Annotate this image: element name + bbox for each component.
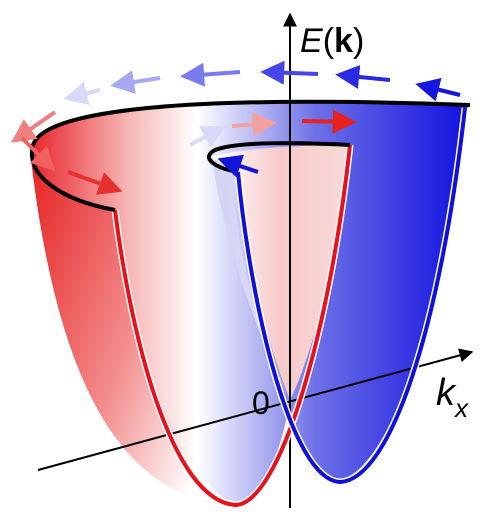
energy-axis-label: E(k) [300,22,364,60]
k-symbol: k [436,372,457,414]
origin-label: 0 [252,385,270,421]
paren-open: ( [323,22,335,60]
x-subscript: x [453,393,469,423]
paren-close: ) [353,22,364,60]
momentum-symbol: k [334,22,353,60]
rashba-diagram: E(k) 0 kx [0,0,492,519]
energy-symbol: E [300,22,323,60]
momentum-axis-label: kx [436,372,469,423]
